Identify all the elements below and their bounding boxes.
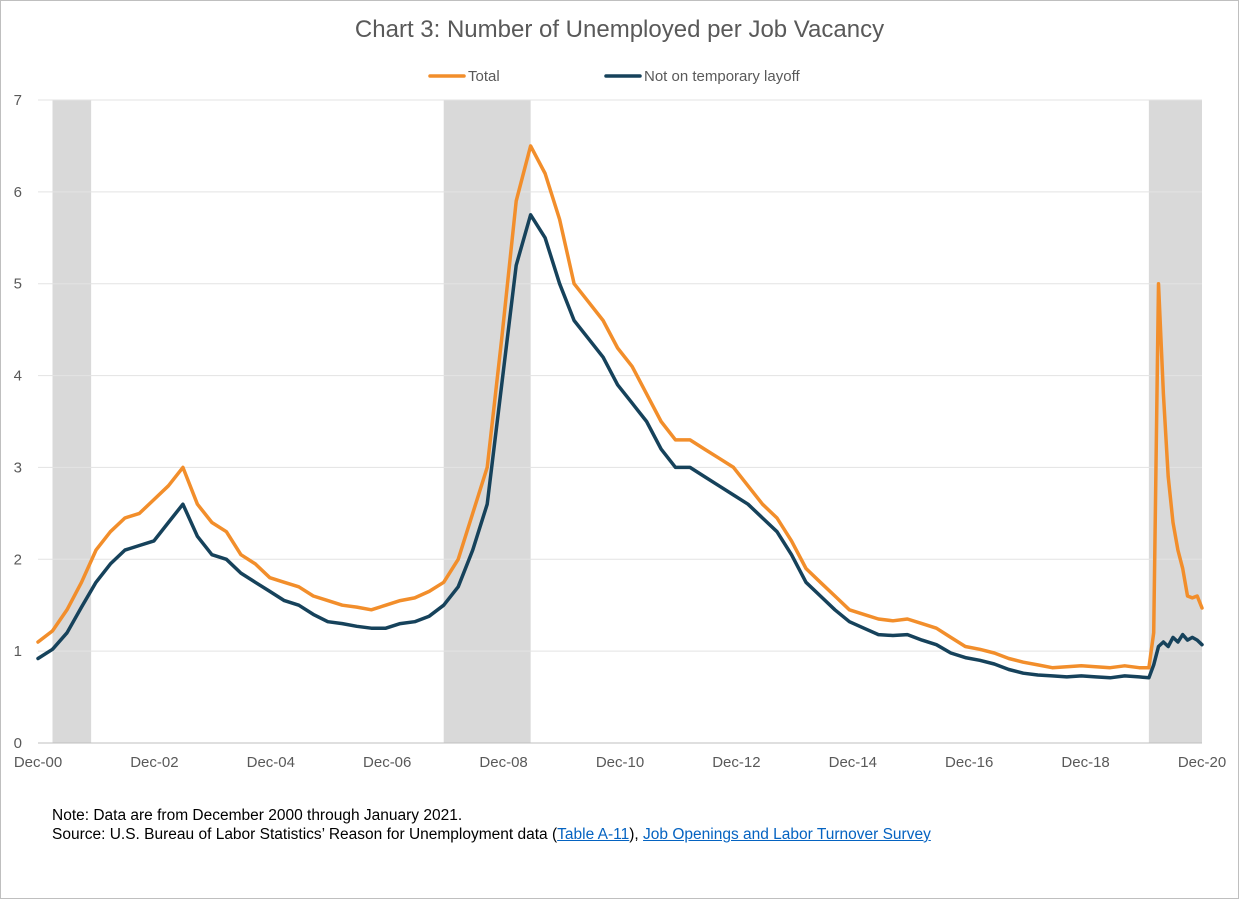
series-line-not-on-temporary-layoff (36, 213, 1204, 680)
table-a11-link[interactable]: Table A-11 (557, 826, 630, 843)
x-tick-label: Dec-06 (363, 754, 411, 771)
source-prefix: Source: U.S. Bureau of Labor Statistics’… (52, 826, 558, 843)
y-tick-label: 1 (14, 643, 22, 660)
jolts-link[interactable]: Job Openings and Labor Turnover Survey (643, 826, 931, 843)
legend-label: Total (468, 68, 500, 85)
recession-band-1 (52, 100, 92, 743)
x-tick-label: Dec-12 (712, 754, 760, 771)
chart-notes: Note: Data are from December 2000 throug… (52, 806, 931, 844)
y-tick-label: 4 (14, 368, 22, 385)
series-line-total (36, 144, 1204, 670)
y-tick-label: 7 (14, 92, 22, 109)
source-line: Source: U.S. Bureau of Labor Statistics’… (52, 825, 931, 844)
x-tick-label: Dec-04 (247, 754, 295, 771)
y-tick-label: 2 (14, 551, 22, 568)
legend-label: Not on temporary layoff (644, 68, 800, 85)
x-tick-label: Dec-02 (130, 754, 178, 771)
x-tick-label: Dec-14 (829, 754, 877, 771)
y-tick-label: 6 (14, 184, 22, 201)
x-tick-label: Dec-16 (945, 754, 993, 771)
y-tick-label: 5 (14, 276, 22, 293)
x-tick-label: Dec-08 (479, 754, 527, 771)
source-separator: ), (629, 826, 644, 843)
y-tick-label: 3 (14, 459, 22, 476)
x-tick-label: Dec-10 (596, 754, 644, 771)
chart-title: Chart 3: Number of Unemployed per Job Va… (354, 16, 885, 43)
x-tick-label: Dec-20 (1178, 754, 1226, 771)
note-text: Note: Data are from December 2000 throug… (52, 807, 463, 824)
y-tick-label: 0 (14, 735, 22, 752)
x-tick-label: Dec-00 (14, 754, 62, 771)
x-tick-label: Dec-18 (1061, 754, 1109, 771)
